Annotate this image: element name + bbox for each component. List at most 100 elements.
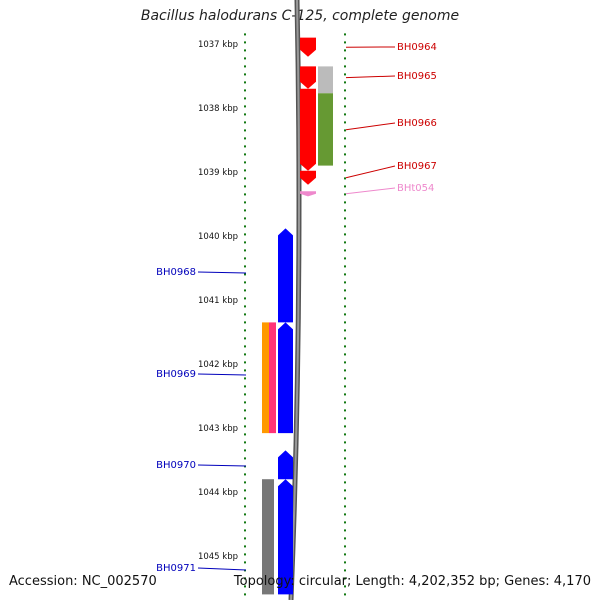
kbp-label: 1040 kbp — [198, 232, 238, 242]
right-tick-mark — [344, 169, 346, 172]
kbp-label: 1044 kbp — [198, 488, 238, 498]
right-tick-mark — [344, 113, 346, 116]
right-tick-mark — [344, 409, 346, 412]
gene-arrow — [300, 66, 316, 89]
right-tick-mark — [344, 537, 346, 540]
gene-arrow — [278, 322, 293, 434]
left-tick-mark — [244, 121, 246, 124]
left-tick-mark — [244, 137, 246, 140]
left-tick-mark — [244, 409, 246, 412]
left-tick-mark — [244, 433, 246, 436]
left-tick-mark — [244, 393, 246, 396]
left-tick-mark — [244, 521, 246, 524]
right-tick-mark — [344, 209, 346, 212]
right-tick-mark — [344, 49, 346, 52]
left-tick-mark — [244, 305, 246, 308]
right-tick-mark — [344, 145, 346, 148]
right-tick-mark — [344, 489, 346, 492]
gene-label-leader — [345, 165, 396, 179]
topology-text: Topology: circular; Length: 4,202,352 bp… — [233, 574, 591, 589]
right-tick-mark — [344, 321, 346, 324]
left-tick-mark — [244, 481, 246, 484]
left-tick-mark — [244, 177, 246, 180]
right-tick-mark — [344, 425, 346, 428]
feature-bar — [318, 93, 333, 166]
gene-label-leader — [197, 271, 247, 274]
right-tick-mark — [344, 129, 346, 132]
left-tick-mark — [244, 241, 246, 244]
left-tick-mark — [244, 313, 246, 316]
left-tick-mark — [244, 145, 246, 148]
right-tick-mark — [344, 577, 346, 580]
kbp-label: 1045 kbp — [198, 552, 238, 562]
gene-label: BHt054 — [397, 183, 434, 194]
kbp-label: 1042 kbp — [198, 360, 238, 370]
right-tick-mark — [344, 257, 346, 260]
kbp-label: 1043 kbp — [198, 424, 238, 434]
right-tick-mark — [344, 513, 346, 516]
left-tick-mark — [244, 273, 246, 276]
right-tick-mark — [344, 185, 346, 188]
left-tick-mark — [244, 577, 246, 580]
left-tick-mark — [244, 337, 246, 340]
gene-label-leader — [197, 373, 247, 376]
right-tick-mark — [344, 273, 346, 276]
gene-arrow — [278, 479, 293, 595]
kbp-label: 1041 kbp — [198, 296, 238, 306]
right-tick-mark — [344, 473, 346, 476]
left-tick-mark — [244, 457, 246, 460]
feature-bar — [262, 322, 269, 434]
left-tick-mark — [244, 353, 246, 356]
left-tick-mark — [244, 73, 246, 76]
right-tick-mark — [344, 121, 346, 124]
right-tick-mark — [344, 337, 346, 340]
right-tick-mark — [344, 177, 346, 180]
right-tick-mark — [344, 57, 346, 60]
gene-arrow — [300, 37, 316, 57]
left-tick-mark — [244, 513, 246, 516]
right-tick-mark — [344, 593, 346, 596]
right-tick-mark — [344, 545, 346, 548]
left-tick-mark — [244, 65, 246, 68]
right-tick-mark — [344, 329, 346, 332]
left-tick-mark — [244, 377, 246, 380]
right-tick-mark — [344, 305, 346, 308]
right-tick-mark — [344, 105, 346, 108]
left-tick-mark — [244, 321, 246, 324]
right-tick-mark — [344, 521, 346, 524]
kbp-label: 1038 kbp — [198, 104, 238, 114]
left-tick-mark — [244, 257, 246, 260]
map-title: Bacillus halodurans C-125, complete geno… — [140, 8, 460, 24]
right-tick-mark — [344, 313, 346, 316]
right-tick-mark — [344, 449, 346, 452]
left-tick-mark — [244, 129, 246, 132]
right-tick-mark — [344, 585, 346, 588]
left-tick-mark — [244, 81, 246, 84]
right-tick-mark — [344, 81, 346, 84]
gene-label: BH0964 — [397, 42, 437, 53]
right-tick-mark — [344, 569, 346, 572]
left-tick-mark — [244, 425, 246, 428]
right-tick-mark — [344, 361, 346, 364]
left-tick-mark — [244, 57, 246, 60]
right-tick-mark — [344, 385, 346, 388]
right-tick-mark — [344, 345, 346, 348]
gene-arrow — [278, 228, 293, 323]
gene-arrow — [300, 191, 316, 197]
left-tick-mark — [244, 385, 246, 388]
left-tick-mark — [244, 449, 246, 452]
gene-arrow — [300, 170, 316, 185]
left-tick-mark — [244, 249, 246, 252]
gene-label: BH0966 — [397, 118, 437, 129]
left-tick-mark — [244, 545, 246, 548]
left-tick-mark — [244, 161, 246, 164]
right-tick-mark — [344, 73, 346, 76]
left-tick-mark — [244, 265, 246, 268]
left-tick-mark — [244, 185, 246, 188]
gene-arrow — [278, 450, 293, 480]
right-tick-mark — [344, 441, 346, 444]
right-tick-mark — [344, 217, 346, 220]
right-tick-mark — [344, 281, 346, 284]
right-tick-mark — [344, 377, 346, 380]
